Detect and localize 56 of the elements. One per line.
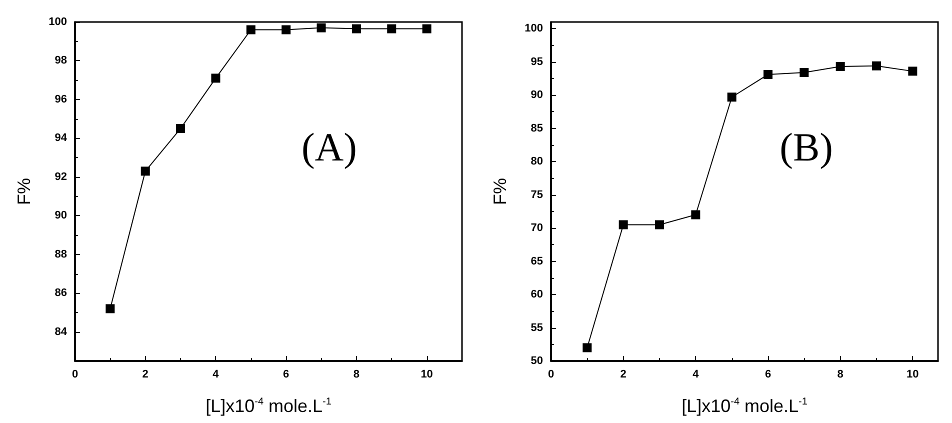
point bbox=[387, 24, 396, 34]
x-tick-label: 4 bbox=[212, 368, 220, 380]
y-tick-label: 55 bbox=[530, 322, 543, 334]
point bbox=[872, 61, 882, 70]
y-tick-label: 65 bbox=[530, 255, 543, 268]
point bbox=[655, 220, 664, 230]
x-tick-label: 0 bbox=[548, 368, 554, 380]
x-tick-label: 10 bbox=[906, 368, 919, 380]
y-tick-label: 75 bbox=[530, 188, 543, 201]
y-tick-label: 85 bbox=[530, 122, 543, 134]
y-tick-label: 96 bbox=[54, 93, 67, 106]
x-tick-label: 2 bbox=[620, 368, 626, 380]
y-tick-label: 86 bbox=[54, 287, 67, 300]
point bbox=[282, 25, 291, 34]
x-tick-label: 10 bbox=[420, 368, 433, 380]
point bbox=[176, 124, 186, 134]
point bbox=[800, 68, 809, 78]
y-tick-label: 100 bbox=[48, 16, 67, 28]
x-tick-label: 6 bbox=[764, 368, 772, 380]
y-tick-label: 100 bbox=[524, 22, 543, 35]
point bbox=[316, 23, 326, 32]
x-tick-label: 8 bbox=[837, 368, 844, 380]
x-tick-label: 4 bbox=[692, 368, 700, 380]
y-tick-label: 90 bbox=[54, 210, 67, 222]
point bbox=[352, 24, 361, 34]
point bbox=[246, 25, 256, 34]
y-tick-label: 60 bbox=[530, 288, 543, 301]
y-axis-title: F% bbox=[490, 178, 510, 205]
point bbox=[691, 210, 700, 220]
annotation: (A) bbox=[301, 124, 358, 170]
point bbox=[764, 70, 773, 80]
point bbox=[908, 66, 918, 76]
x-tick-label: 2 bbox=[142, 368, 148, 380]
y-tick-label: 50 bbox=[530, 355, 543, 367]
y-tick-label: 80 bbox=[530, 156, 543, 168]
y-tick-label: 70 bbox=[530, 222, 543, 234]
point bbox=[836, 62, 845, 72]
annotation: (B) bbox=[780, 124, 834, 170]
y-tick-label: 92 bbox=[54, 170, 67, 183]
y-tick-label: 84 bbox=[54, 326, 68, 338]
point bbox=[140, 166, 150, 176]
y-axis-title: F% bbox=[14, 178, 34, 205]
point bbox=[582, 343, 592, 352]
x-tick-label: 0 bbox=[72, 368, 78, 380]
point bbox=[106, 304, 115, 314]
y-tick-label: 90 bbox=[530, 89, 543, 102]
y-tick-label: 88 bbox=[54, 248, 67, 260]
x-tick-label: 8 bbox=[353, 368, 360, 380]
point bbox=[618, 220, 628, 230]
x-tick-label: 6 bbox=[283, 368, 290, 380]
point bbox=[211, 74, 220, 83]
y-tick-label: 98 bbox=[54, 54, 67, 67]
point bbox=[422, 24, 432, 34]
y-tick-label: 94 bbox=[54, 132, 68, 144]
point bbox=[727, 92, 736, 102]
y-tick-label: 95 bbox=[530, 56, 543, 68]
